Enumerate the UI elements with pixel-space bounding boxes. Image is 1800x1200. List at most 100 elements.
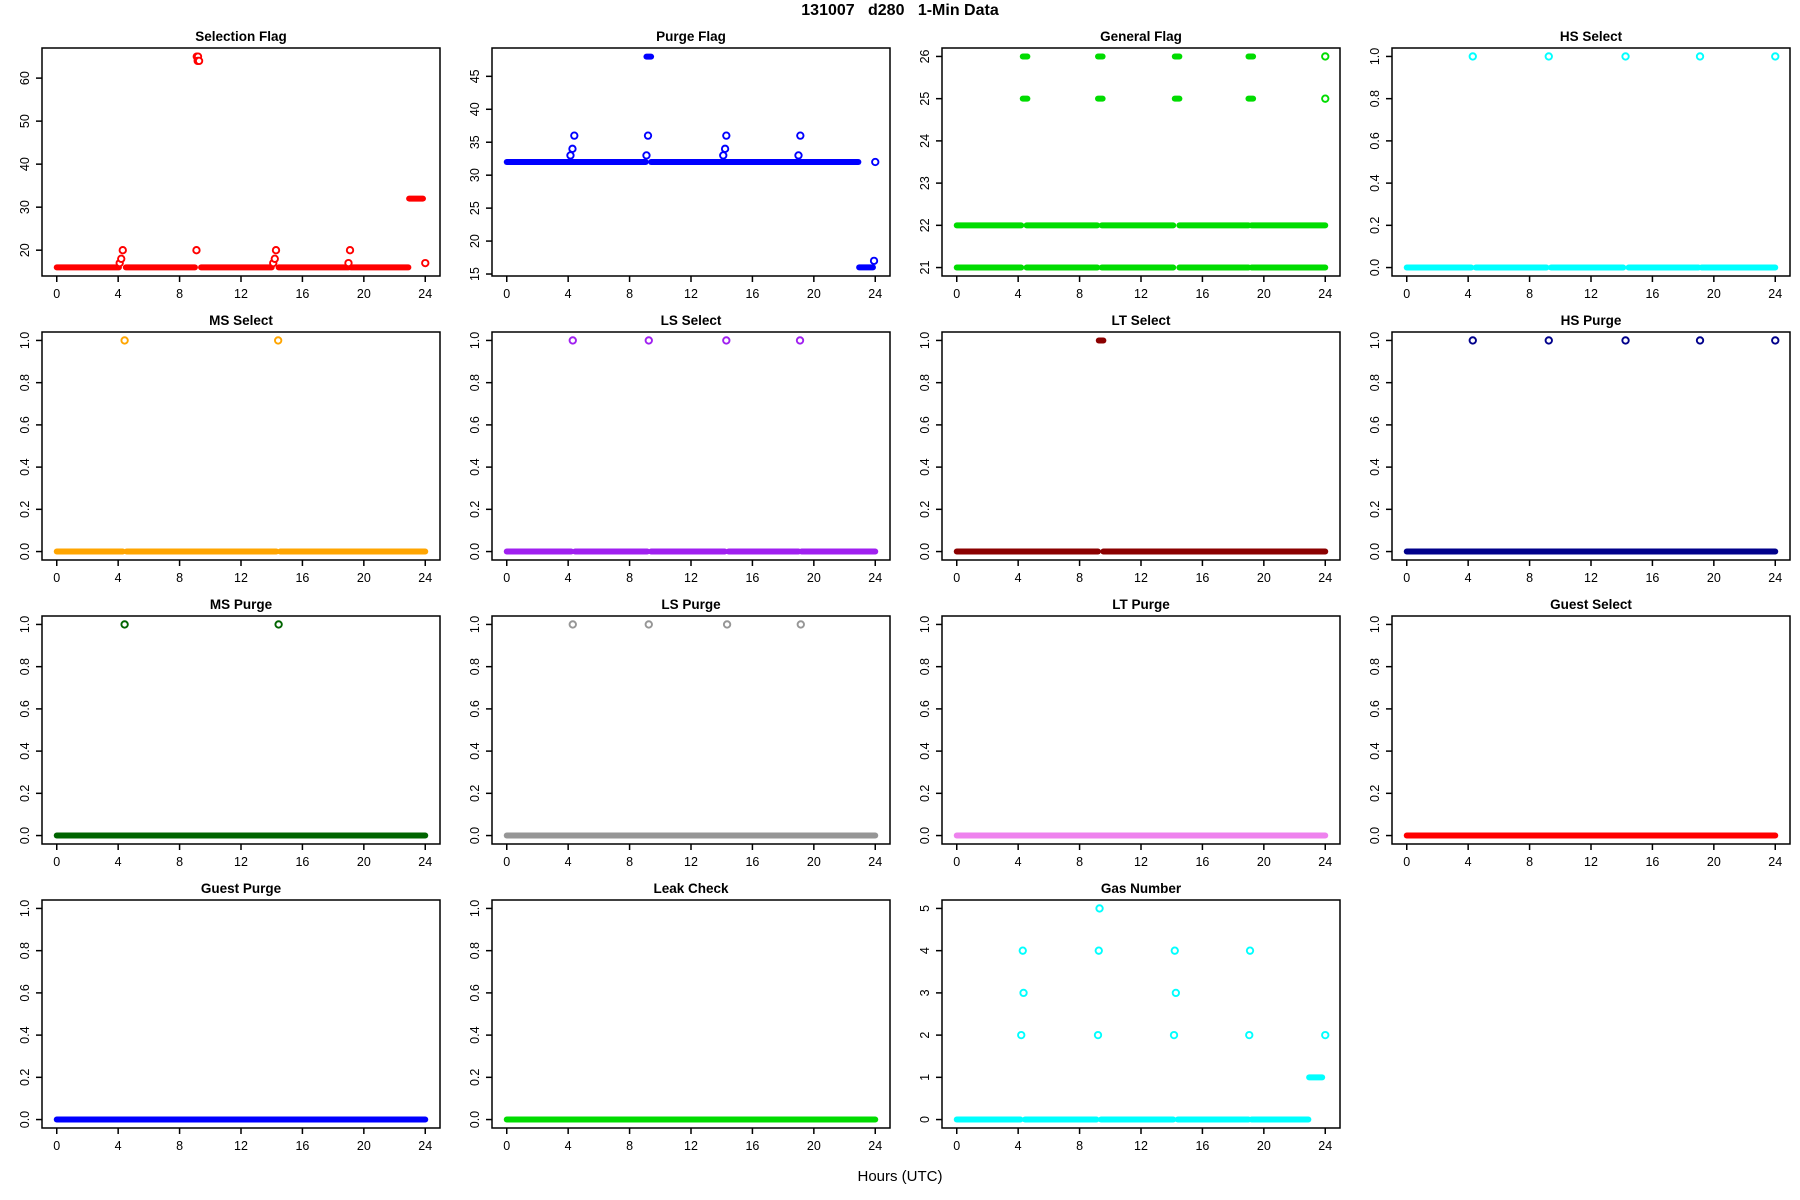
y-axis: 0.0 0.2 0.4 0.6 0.8 1.0 <box>1368 48 1392 276</box>
data-point <box>1621 52 1630 61</box>
x-axis: 0 4 8 12 16 20 24 <box>1403 560 1782 585</box>
subplot-leak-check: Leak Check 0 4 8 12 16 20 24 0.0 0.2 0.4 0.6 0.8 1.0 <box>468 881 891 1153</box>
data-point <box>1018 946 1027 955</box>
y-axis: 0.0 0.2 0.4 0.6 0.8 1.0 <box>918 616 942 844</box>
x-tick-label: 24 <box>868 855 882 869</box>
data-point <box>644 336 653 345</box>
data-series <box>953 904 1330 1123</box>
y-tick-label: 0.0 <box>1368 543 1382 560</box>
subplot-general-flag: General Flag 0 4 8 12 16 20 24 21 22 23 24 25 26 <box>918 29 1341 301</box>
x-tick-label: 0 <box>1403 571 1410 585</box>
x-tick-label: 12 <box>234 1139 248 1153</box>
y-axis: 20 30 40 50 60 <box>18 71 42 257</box>
data-series <box>503 336 879 555</box>
y-tick-label: 0.4 <box>468 1026 482 1043</box>
x-tick-label: 12 <box>1134 287 1148 301</box>
x-tick-label: 0 <box>53 571 60 585</box>
y-tick-label: 0.2 <box>1368 501 1382 518</box>
y-tick-label: 30 <box>468 168 482 182</box>
y-tick-label: 0.2 <box>18 1069 32 1086</box>
y-tick-label: 0.0 <box>1368 827 1382 844</box>
y-tick-label: 0.2 <box>468 785 482 802</box>
y-tick-label: 0.2 <box>468 1069 482 1086</box>
x-tick-label: 4 <box>1465 287 1472 301</box>
data-point <box>345 246 355 255</box>
y-tick-label: 45 <box>468 69 482 83</box>
plot-box <box>1391 331 1791 561</box>
y-tick-label: 0.0 <box>468 1111 482 1128</box>
x-tick-label: 4 <box>565 855 572 869</box>
data-point <box>644 620 653 629</box>
subplot-title: HS Purge <box>1561 313 1622 328</box>
data-point <box>1017 1030 1026 1040</box>
x-axis: 0 4 8 12 16 20 24 <box>53 560 432 585</box>
y-tick-label: 0.8 <box>18 658 32 675</box>
x-axis: 0 4 8 12 16 20 24 <box>953 276 1332 301</box>
y-tick-label: 0.6 <box>918 700 932 717</box>
x-tick-label: 24 <box>1768 287 1782 301</box>
subplot-purge-flag: Purge Flag 0 4 8 12 16 20 24 15 20 25 30 35 40 45 <box>468 29 891 301</box>
x-tick-label: 24 <box>1318 571 1332 585</box>
x-tick-label: 20 <box>1257 1139 1271 1153</box>
y-tick-label: 50 <box>18 114 32 128</box>
y-tick-label: 0.2 <box>468 501 482 518</box>
x-tick-label: 16 <box>745 287 759 301</box>
y-tick-label: 22 <box>918 218 932 232</box>
data-point <box>271 246 281 255</box>
plot-box <box>41 899 441 1129</box>
y-tick-label: 0.6 <box>468 416 482 433</box>
data-point <box>274 620 283 629</box>
x-tick-label: 4 <box>565 1139 572 1153</box>
x-tick-label: 0 <box>1403 287 1410 301</box>
data-point <box>1468 52 1477 61</box>
y-tick-label: 0.0 <box>468 827 482 844</box>
y-tick-label: 0.2 <box>918 785 932 802</box>
data-point <box>1094 946 1103 955</box>
y-tick-label: 0.6 <box>1368 416 1382 433</box>
data-point <box>1468 336 1477 345</box>
x-tick-label: 0 <box>953 855 960 869</box>
subplot-title: LS Select <box>661 313 722 328</box>
x-tick-label: 12 <box>234 855 248 869</box>
data-point <box>794 151 803 160</box>
plot-box <box>491 331 891 561</box>
x-tick-label: 8 <box>176 287 183 301</box>
data-point <box>192 246 201 255</box>
subplot-ls-select: LS Select 0 4 8 12 16 20 24 0.0 0.2 0.4 0.6 0.8 1.0 <box>468 313 891 585</box>
subplot-title: Gas Number <box>1101 881 1182 896</box>
x-tick-label: 4 <box>1465 571 1472 585</box>
subplot-selection-flag: Selection Flag 0 4 8 12 16 20 24 20 30 40 50 60 <box>18 29 441 301</box>
y-tick-label: 0.8 <box>1368 658 1382 675</box>
y-tick-label: 0.0 <box>18 827 32 844</box>
data-point <box>568 144 577 153</box>
x-tick-label: 24 <box>418 287 432 301</box>
x-tick-label: 0 <box>1403 855 1410 869</box>
data-point <box>722 336 731 345</box>
y-axis: 0.0 0.2 0.4 0.6 0.8 1.0 <box>18 332 42 560</box>
y-tick-label: 25 <box>918 92 932 106</box>
y-tick-label: 35 <box>468 135 482 149</box>
x-tick-label: 4 <box>1015 287 1022 301</box>
x-tick-label: 20 <box>1257 571 1271 585</box>
data-point <box>568 620 577 629</box>
y-tick-label: 1.0 <box>18 616 32 633</box>
y-tick-label: 0.8 <box>1368 374 1382 391</box>
x-axis: 0 4 8 12 16 20 24 <box>953 1128 1332 1153</box>
subplot-title: LS Purge <box>661 597 721 612</box>
x-tick-label: 20 <box>357 855 371 869</box>
x-tick-label: 4 <box>1465 855 1472 869</box>
x-tick-label: 4 <box>1015 571 1022 585</box>
x-tick-label: 24 <box>1318 1139 1332 1153</box>
x-tick-label: 8 <box>1076 1139 1083 1153</box>
data-point <box>1245 1030 1254 1040</box>
x-tick-label: 0 <box>953 1139 960 1153</box>
data-series <box>53 336 429 555</box>
y-tick-label: 0.2 <box>1368 217 1382 234</box>
plot-box <box>41 331 441 561</box>
plot-box <box>1391 47 1791 277</box>
data-point <box>642 151 651 160</box>
y-tick-label: 0.0 <box>918 543 932 560</box>
x-tick-label: 0 <box>53 855 60 869</box>
plot-box <box>941 47 1341 277</box>
